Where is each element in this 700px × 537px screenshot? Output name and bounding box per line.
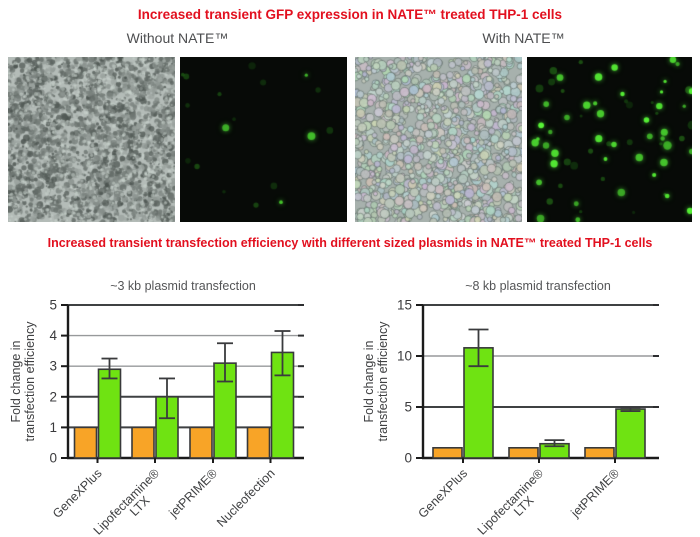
chart-title: ~3 kb plasmid transfection bbox=[110, 279, 256, 293]
y-tick-label: 0 bbox=[49, 451, 57, 466]
bar-control bbox=[508, 447, 539, 459]
category-label: Lipofectamine®LTX bbox=[475, 466, 556, 537]
y-tick-label: 0 bbox=[404, 451, 412, 466]
category-label: jetPRIME® bbox=[568, 466, 623, 521]
category-label: GeneXPlus bbox=[416, 466, 471, 521]
bar-control bbox=[189, 426, 213, 459]
with-nate-label: With NATE™ bbox=[482, 30, 565, 46]
bar-nate-treated bbox=[97, 368, 122, 459]
bar-chart-8kb-plasmid: ~8 kb plasmid transfection 0 5 10 15 GeneXPlu… bbox=[362, 279, 659, 537]
bar-nate-treated bbox=[615, 408, 646, 459]
bar-chart-3kb-plasmid: ~3 kb plasmid transfection 0 1 2 3 4 5 GeneXPlu… bbox=[9, 279, 304, 537]
category-label: GeneXPlus bbox=[50, 466, 105, 521]
bar-control bbox=[432, 447, 463, 459]
y-tick-label: 15 bbox=[397, 298, 412, 313]
category-label: Nucleofection bbox=[214, 466, 277, 529]
bar-control bbox=[584, 447, 615, 459]
chart-title: ~8 kb plasmid transfection bbox=[465, 279, 611, 293]
transfection-efficiency-title: Increased transient transfection efficie… bbox=[47, 236, 653, 250]
y-tick-label: 5 bbox=[49, 298, 57, 313]
y-tick-label: 5 bbox=[404, 400, 412, 415]
bar-control bbox=[246, 426, 271, 459]
y-tick-label: 4 bbox=[49, 328, 57, 343]
brightfield-with-nate-image bbox=[355, 57, 522, 222]
bar-control bbox=[131, 426, 155, 459]
y-axis-label: Fold change intransfection efficiency bbox=[9, 321, 37, 442]
without-nate-label: Without NATE™ bbox=[126, 30, 229, 46]
brightfield-without-nate-image bbox=[8, 57, 175, 222]
y-axis-label: Fold change intransfection efficiency bbox=[362, 321, 390, 442]
gfp-fluorescence-without-nate-image bbox=[180, 57, 347, 222]
bar-control bbox=[73, 426, 98, 459]
y-tick-label: 10 bbox=[397, 349, 412, 364]
gfp-expression-title: Increased transient GFP expression in NA… bbox=[137, 7, 563, 22]
y-tick-label: 3 bbox=[49, 359, 57, 374]
gfp-fluorescence-with-nate-image bbox=[527, 57, 692, 222]
category-label: jetPRIME® bbox=[166, 466, 221, 521]
y-tick-label: 2 bbox=[49, 389, 57, 404]
y-tick-label: 1 bbox=[49, 420, 57, 435]
